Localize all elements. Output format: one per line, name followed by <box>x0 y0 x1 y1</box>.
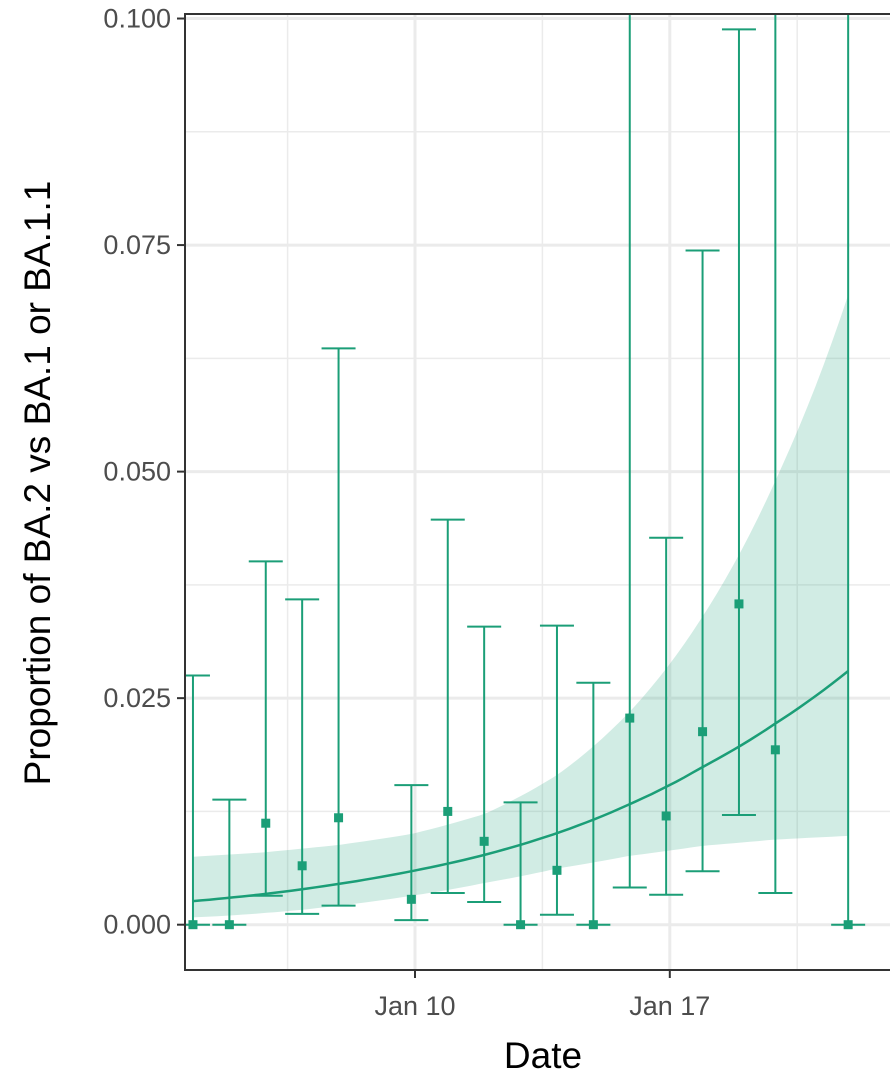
data-point <box>831 14 866 930</box>
data-point <box>539 624 574 916</box>
point-marker <box>443 806 453 816</box>
fit-confidence-band-group <box>193 294 849 918</box>
y-tick-label: 0.025 <box>103 683 171 713</box>
grid-lines <box>185 14 890 970</box>
point-marker <box>224 920 234 930</box>
point-marker <box>734 599 744 609</box>
point-marker <box>261 818 271 828</box>
data-point <box>285 598 320 915</box>
point-marker <box>843 920 853 930</box>
data-point <box>394 784 429 922</box>
point-marker <box>188 920 198 930</box>
x-axis-title: Date <box>504 1035 582 1075</box>
y-axis-title: Proportion of BA.2 vs BA.1 or BA.1.1 <box>17 181 58 786</box>
point-marker <box>770 745 780 755</box>
data-point <box>612 14 647 889</box>
y-tick-label: 0.075 <box>103 230 171 260</box>
data-point <box>248 560 283 897</box>
data-point <box>758 14 793 894</box>
data-point <box>321 347 356 907</box>
point-marker <box>297 861 307 871</box>
data-point <box>467 625 502 904</box>
point-marker <box>334 813 344 823</box>
axes: 0.000 0.025 0.050 0.075 0.100 Jan 10 Jan 17 <box>103 4 710 1021</box>
point-marker <box>406 894 416 904</box>
data-point <box>649 536 684 896</box>
fit-confidence-band <box>193 294 849 918</box>
data-point <box>503 801 538 930</box>
panel-border <box>184 13 890 971</box>
point-marker <box>552 865 562 875</box>
data-points <box>185 14 866 930</box>
point-marker <box>588 920 598 930</box>
data-point <box>576 681 611 930</box>
y-tick-label: 0.100 <box>103 4 171 34</box>
data-point <box>185 674 210 930</box>
data-point <box>212 798 247 930</box>
point-marker <box>516 920 526 930</box>
x-tick-label: Jan 17 <box>629 991 710 1021</box>
point-marker <box>661 811 671 821</box>
data-point <box>721 28 756 817</box>
point-marker <box>625 713 635 723</box>
data-point <box>430 518 465 894</box>
point-marker <box>698 727 708 737</box>
x-tick-label: Jan 10 <box>374 991 455 1021</box>
data-point <box>685 249 720 873</box>
y-tick-label: 0.000 <box>103 910 171 940</box>
point-marker <box>479 836 489 846</box>
y-tick-label: 0.050 <box>103 457 171 487</box>
